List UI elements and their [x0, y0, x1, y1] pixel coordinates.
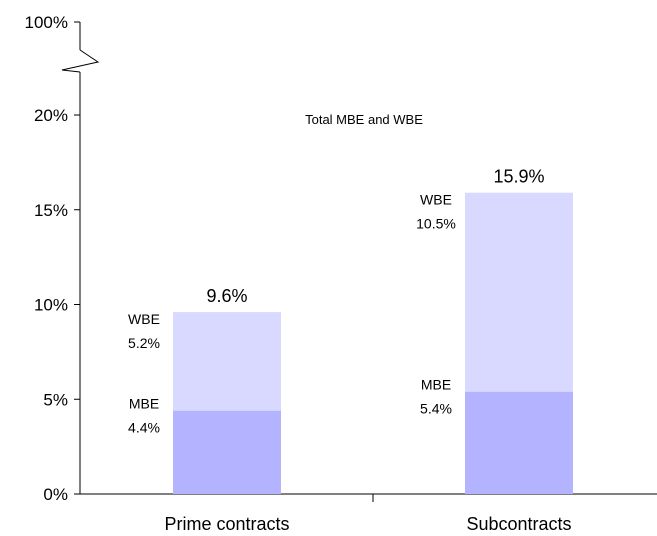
mbe-value-label: 5.4% [420, 401, 452, 417]
chart-annotation: Total MBE and WBE [305, 112, 423, 127]
y-tick-label: 10% [34, 296, 68, 315]
wbe-value-label: 10.5% [416, 216, 456, 232]
wbe-series-label: WBE [128, 311, 160, 327]
mbe-series-label: MBE [421, 377, 451, 393]
bar-mbe [173, 410, 281, 494]
bars [173, 192, 573, 494]
mbe-value-label: 4.4% [128, 420, 160, 436]
category-label: Prime contracts [164, 514, 289, 534]
wbe-series-label: WBE [420, 192, 452, 208]
labels: 9.6% MBE 4.4% WBE 5.2% Prime contracts 15.9% MB… [128, 167, 571, 534]
y-tick-label: 100% [25, 13, 68, 32]
axes: 0% 5% 10% 15% 20% 100% [25, 13, 657, 504]
wbe-value-label: 5.2% [128, 335, 160, 351]
axis-break-mark [61, 49, 100, 73]
y-tick-label: 5% [43, 390, 68, 409]
category-label: Subcontracts [466, 514, 571, 534]
bar-wbe [173, 312, 281, 411]
total-value-label: 15.9% [493, 167, 544, 187]
total-value-label: 9.6% [206, 286, 247, 306]
bar-wbe [465, 192, 573, 392]
mbe-series-label: MBE [129, 396, 159, 412]
y-tick-label: 20% [34, 106, 68, 125]
y-tick-label: 15% [34, 201, 68, 220]
y-tick-label: 0% [43, 485, 68, 504]
bar-mbe [465, 391, 573, 494]
